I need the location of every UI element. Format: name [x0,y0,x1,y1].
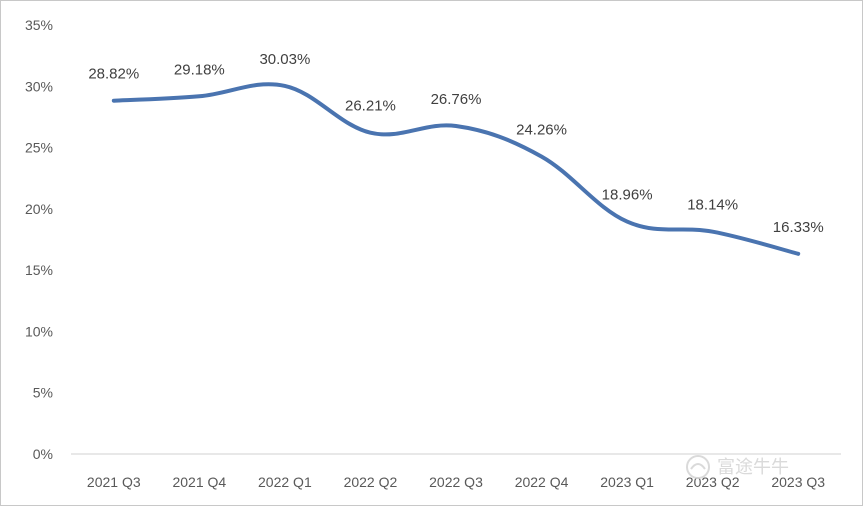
x-tick-label: 2022 Q4 [515,474,569,490]
data-label: 16.33% [773,219,824,236]
data-label: 26.76% [431,91,482,108]
data-label: 18.96% [602,187,653,204]
y-axis-ticks: 0% 5% 10% 15% 20% 25% 30% 35% [25,17,53,462]
data-label: 24.26% [516,122,567,139]
y-tick-label: 35% [25,17,53,33]
data-labels: 28.82% 29.18% 30.03% 26.21% 26.76% 24.26% 18.9… [88,51,823,236]
x-tick-label: 2023 Q1 [600,474,654,490]
watermark-logo-icon [686,455,710,479]
x-tick-label: 2022 Q3 [429,474,483,490]
watermark-text: 富途牛牛 [717,457,789,477]
series-line [111,82,801,256]
data-label: 30.03% [259,51,310,68]
data-label: 18.14% [687,197,738,214]
y-tick-label: 20% [25,201,53,217]
y-tick-label: 25% [25,140,53,156]
data-label: 28.82% [88,66,139,83]
y-tick-label: 10% [25,323,53,339]
watermark: 富途牛牛 [686,455,789,479]
x-tick-label: 2021 Q4 [172,474,226,490]
x-axis-ticks: 2021 Q3 2021 Q4 2022 Q1 2022 Q2 2022 Q3 2022 … [87,474,825,490]
y-tick-label: 5% [33,385,53,401]
x-tick-label: 2022 Q1 [258,474,312,490]
x-tick-label: 2022 Q2 [344,474,398,490]
x-tick-label: 2023 Q3 [771,474,825,490]
y-tick-label: 0% [33,446,53,462]
watermark-logo-mark [690,463,706,470]
data-label: 26.21% [345,98,396,115]
y-tick-label: 30% [25,78,53,94]
data-label: 29.18% [174,61,225,78]
y-tick-label: 15% [25,262,53,278]
x-tick-label: 2021 Q3 [87,474,141,490]
